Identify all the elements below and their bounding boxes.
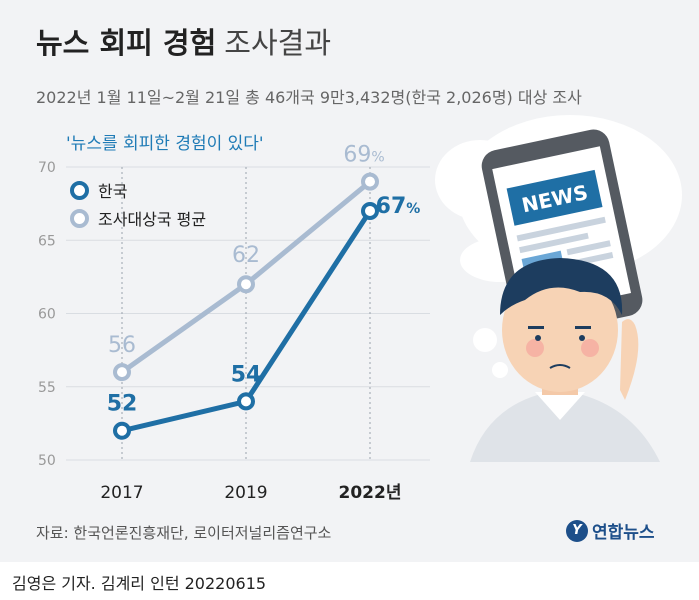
series-1-point-2 [361, 201, 379, 220]
y-tick-label-60: 60 [38, 307, 56, 323]
yonhap-logo: Y 연합뉴스 [566, 518, 655, 543]
legend-marker-avg [70, 208, 89, 228]
legend-marker-korea [70, 180, 89, 200]
series-0-data-label-0: 56 [108, 333, 136, 358]
person [470, 258, 660, 462]
series-1-point-0 [113, 421, 131, 440]
source-text: 자료: 한국언론진흥재단, 로이터저널리즘연구소 [36, 524, 332, 542]
series-0-percent-sign: % [371, 150, 384, 166]
x-tick-label-0: 2017 [100, 483, 143, 503]
series-0-data-label-1: 62 [232, 243, 260, 268]
series-0-point-1 [237, 275, 255, 294]
series-0-point-2 [361, 172, 379, 191]
series-1-data-label-1: 54 [231, 362, 262, 387]
line-chart: 50 55 60 65 70 2017 2019 2022년 56 62 69% 52 54 67% [38, 143, 430, 503]
series-0-point-0 [113, 363, 131, 382]
legend-label-avg: 조사대상국 평균 [98, 210, 207, 229]
x-tick-label-2: 2022년 [339, 483, 402, 503]
legend: 한국 조사대상국 평균 [70, 176, 206, 232]
legend-item-avg: 조사대상국 평균 [70, 204, 206, 232]
series-1-percent-sign: % [406, 201, 420, 217]
y-tick-label-50: 50 [38, 453, 56, 469]
confused-person-illustration: NEWS [435, 115, 682, 462]
yonhap-logo-text: 연합뉴스 [592, 523, 655, 543]
byline: 김영은 기자. 김계리 인턴 20220615 [12, 574, 267, 593]
yonhap-logo-mark: Y [566, 519, 588, 542]
series-1-data-label-0: 52 [107, 392, 138, 417]
y-tick-label-55: 55 [38, 380, 56, 396]
x-tick-label-1: 2019 [224, 483, 267, 503]
series-0-data-label-2: 69% [343, 143, 384, 168]
legend-label-korea: 한국 [98, 182, 128, 201]
series-1-data-label-2: 67% [376, 194, 421, 219]
title-light: 조사결과 [224, 26, 332, 60]
series-1-point-1 [237, 392, 255, 411]
y-tick-label-70: 70 [38, 160, 56, 176]
survey-subtitle: 2022년 1월 11일~2월 21일 총 46개국 9만3,432명(한국 2… [36, 88, 582, 107]
y-tick-label-65: 65 [38, 233, 56, 249]
title-bold: 뉴스 회피 경험 [36, 26, 217, 60]
page-title: 뉴스 회피 경험 조사결과 [36, 20, 331, 62]
legend-item-korea: 한국 [70, 176, 206, 204]
survey-question: '뉴스를 회피한 경험이 있다' [66, 134, 264, 154]
